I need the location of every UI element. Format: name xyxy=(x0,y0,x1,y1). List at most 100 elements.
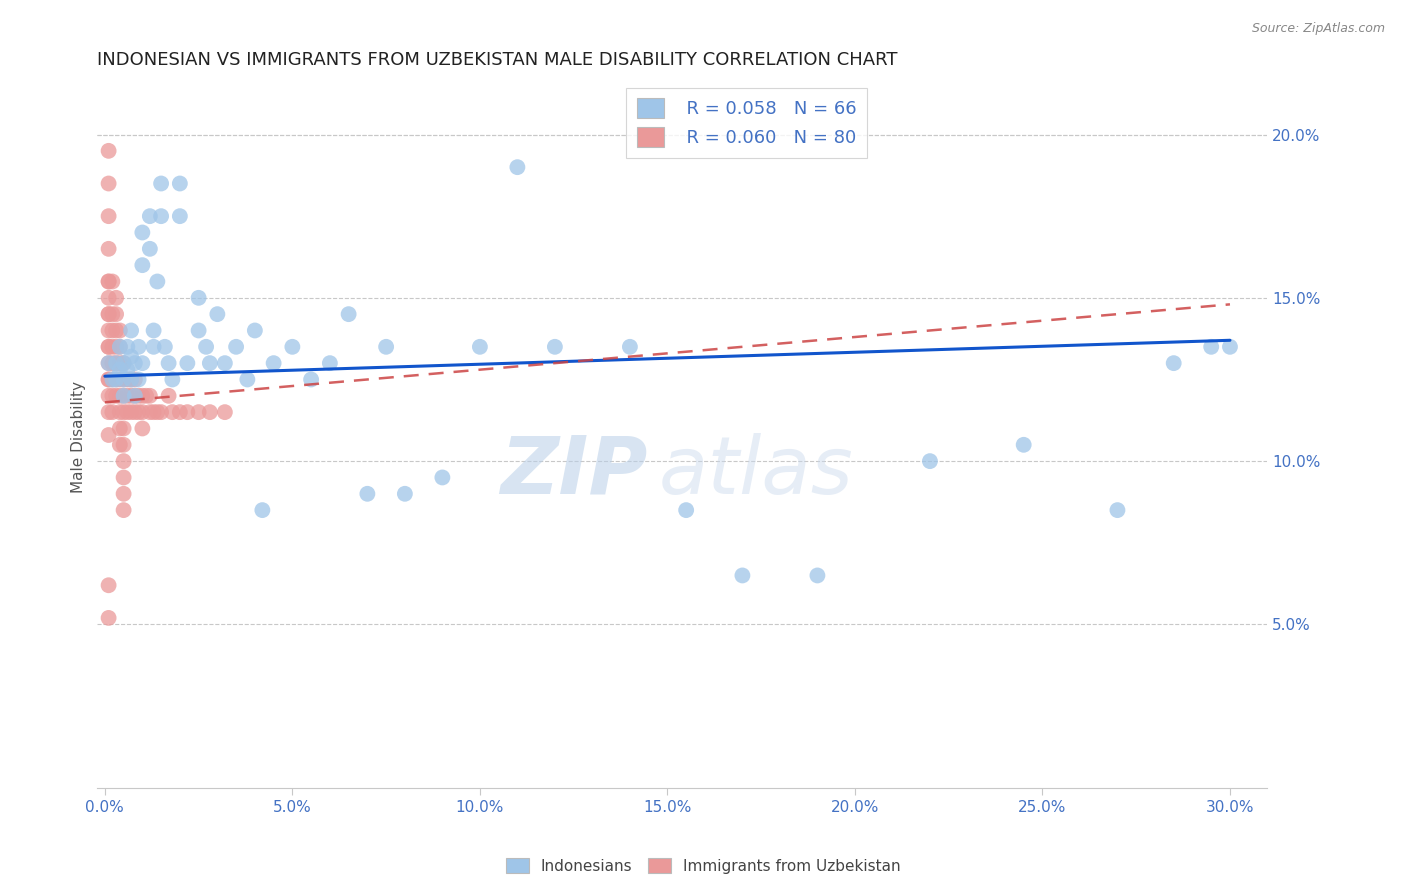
Point xyxy=(97,209,120,223)
Point xyxy=(131,421,153,435)
Point xyxy=(128,389,150,403)
Point xyxy=(124,389,146,403)
Point xyxy=(169,209,191,223)
Point xyxy=(97,307,120,321)
Point xyxy=(117,389,139,403)
Point xyxy=(112,405,135,419)
Point xyxy=(108,421,131,435)
Point xyxy=(108,372,131,386)
Point xyxy=(112,356,135,370)
Point xyxy=(101,307,124,321)
Point xyxy=(120,372,142,386)
Point xyxy=(243,323,266,337)
Point xyxy=(139,209,162,223)
Point xyxy=(108,438,131,452)
Point xyxy=(157,356,180,370)
Point xyxy=(139,242,162,256)
Point xyxy=(120,372,142,386)
Point xyxy=(146,405,169,419)
Point xyxy=(105,372,128,386)
Point xyxy=(187,323,209,337)
Point xyxy=(195,340,218,354)
Point xyxy=(1219,340,1241,354)
Point xyxy=(131,389,153,403)
Point xyxy=(198,405,221,419)
Point xyxy=(112,503,135,517)
Point xyxy=(619,340,641,354)
Point xyxy=(112,438,135,452)
Point xyxy=(108,362,131,376)
Text: atlas: atlas xyxy=(659,433,853,511)
Point xyxy=(236,372,259,386)
Point xyxy=(128,372,150,386)
Point xyxy=(468,340,491,354)
Point xyxy=(112,389,135,403)
Point xyxy=(142,405,165,419)
Point xyxy=(281,340,304,354)
Point xyxy=(97,340,120,354)
Point xyxy=(117,362,139,376)
Point xyxy=(120,323,142,337)
Point xyxy=(153,340,176,354)
Point xyxy=(131,405,153,419)
Point xyxy=(105,307,128,321)
Point xyxy=(97,372,120,386)
Point xyxy=(252,503,274,517)
Point xyxy=(207,307,229,321)
Point xyxy=(176,356,198,370)
Point xyxy=(97,428,120,442)
Point xyxy=(169,405,191,419)
Point xyxy=(105,340,128,354)
Point xyxy=(117,405,139,419)
Point xyxy=(97,242,120,256)
Point xyxy=(124,356,146,370)
Point xyxy=(112,389,135,403)
Point xyxy=(198,356,221,370)
Point xyxy=(187,405,209,419)
Point xyxy=(146,275,169,289)
Point xyxy=(150,177,173,191)
Point xyxy=(108,405,131,419)
Point xyxy=(112,372,135,386)
Point xyxy=(101,372,124,386)
Point xyxy=(337,307,360,321)
Point xyxy=(97,389,120,403)
Point xyxy=(214,405,236,419)
Point xyxy=(101,356,124,370)
Legend: Indonesians, Immigrants from Uzbekistan: Indonesians, Immigrants from Uzbekistan xyxy=(499,852,907,880)
Point xyxy=(97,323,120,337)
Point xyxy=(101,372,124,386)
Point xyxy=(139,405,162,419)
Point xyxy=(105,323,128,337)
Point xyxy=(108,356,131,370)
Point xyxy=(105,356,128,370)
Point xyxy=(135,389,157,403)
Point xyxy=(108,340,131,354)
Point xyxy=(108,340,131,354)
Point xyxy=(97,578,120,592)
Point xyxy=(112,421,135,435)
Point xyxy=(731,568,754,582)
Point xyxy=(150,209,173,223)
Point xyxy=(544,340,567,354)
Point xyxy=(97,144,120,158)
Point xyxy=(101,389,124,403)
Point xyxy=(97,291,120,305)
Point xyxy=(394,487,416,501)
Point xyxy=(101,340,124,354)
Point xyxy=(97,177,120,191)
Point xyxy=(225,340,247,354)
Point xyxy=(139,389,162,403)
Point xyxy=(150,405,173,419)
Point xyxy=(112,372,135,386)
Point xyxy=(128,340,150,354)
Point xyxy=(108,323,131,337)
Point xyxy=(124,405,146,419)
Point xyxy=(162,405,184,419)
Point xyxy=(120,350,142,364)
Point xyxy=(169,177,191,191)
Point xyxy=(97,340,120,354)
Point xyxy=(319,356,342,370)
Point xyxy=(1163,356,1185,370)
Point xyxy=(97,275,120,289)
